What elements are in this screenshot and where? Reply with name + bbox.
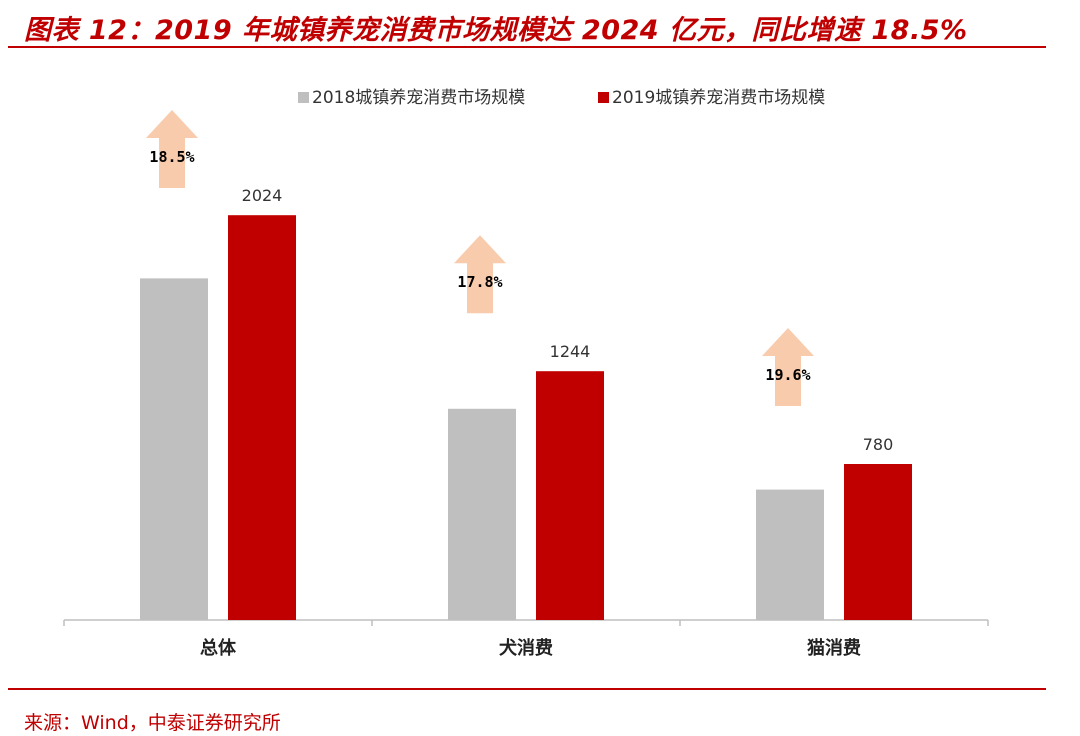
source-note: 来源：Wind，中泰证券研究所 [24,712,281,734]
data-label: 1244 [550,342,591,361]
title-divider [8,46,1046,48]
legend: 2018城镇养宠消费市场规模 2019城镇养宠消费市场规模 [298,88,825,108]
legend-item: 2019城镇养宠消费市场规模 [598,88,825,108]
growth-label: 19.6% [765,366,810,384]
growth-arrow-icon [762,328,814,406]
growth-label: 18.5% [149,148,194,166]
page-title: 图表 12：2019 年城镇养宠消费市场规模达 2024 亿元，同比增速 18.… [24,15,968,46]
bar-2018 [448,408,516,620]
plot-area: 2024 18.5% 总体 1244 17.8% 犬消费 780 19.6% 猫消费 [63,110,989,659]
category-label: 总体 [200,637,237,659]
bar-2019 [844,464,912,620]
growth-label: 17.8% [457,273,502,291]
category-label: 犬消费 [499,637,553,659]
legend-label: 2019城镇养宠消费市场规模 [612,88,825,108]
category-label: 猫消费 [807,637,861,659]
data-label: 780 [863,435,894,454]
footer-divider [8,688,1046,690]
data-label: 2024 [242,186,283,205]
bar-2019 [228,215,296,620]
bar-2019 [536,371,604,620]
growth-arrow-icon [454,235,506,314]
bar-chart: 2018城镇养宠消费市场规模 2019城镇养宠消费市场规模 2024 18.5% 总体… [63,88,989,659]
bar-2018 [140,278,208,620]
legend-item: 2018城镇养宠消费市场规模 [298,88,525,108]
bar-2018 [756,489,824,620]
legend-label: 2018城镇养宠消费市场规模 [312,88,525,108]
growth-arrow-icon [146,110,198,188]
legend-swatch [598,92,609,103]
legend-swatch [298,92,309,103]
